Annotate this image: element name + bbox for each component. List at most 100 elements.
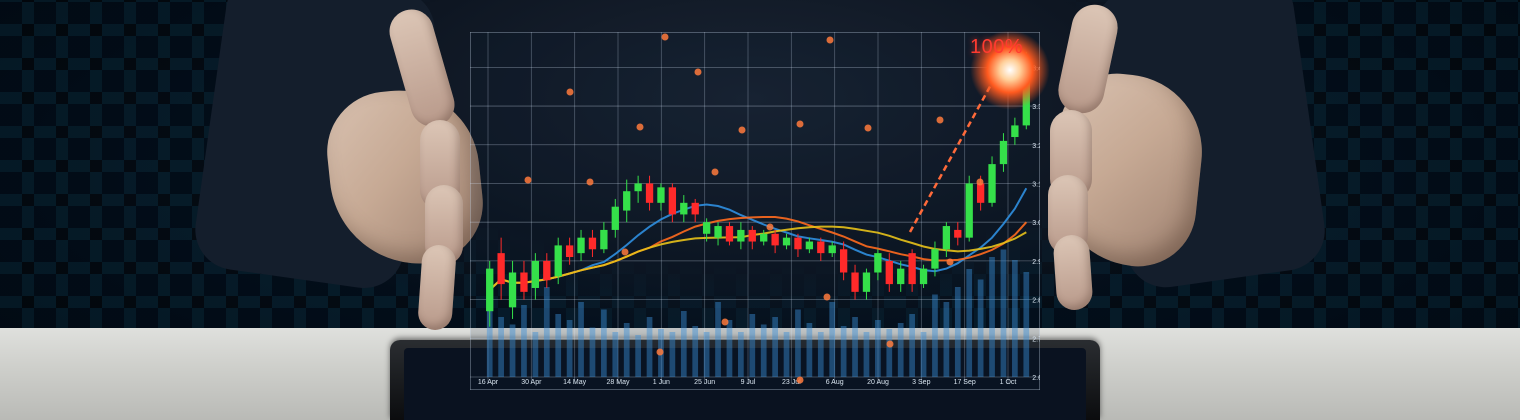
volume-bar — [532, 332, 539, 377]
candle-up — [874, 253, 882, 273]
candle-up — [931, 249, 939, 269]
volume-bar — [521, 305, 527, 377]
candle-up — [919, 268, 928, 285]
glow-burst — [970, 30, 1050, 110]
volume-bar — [783, 332, 790, 377]
volume-bar — [635, 335, 641, 377]
candle-down — [908, 253, 916, 285]
volume-bar — [680, 311, 687, 377]
bokeh-spark — [826, 36, 834, 44]
volume-bar — [509, 324, 516, 377]
volume-bar — [498, 317, 504, 377]
bokeh-spark — [636, 123, 644, 131]
bokeh-spark — [566, 88, 574, 96]
chart-frame — [470, 32, 1040, 390]
bokeh-spark — [621, 248, 629, 256]
bokeh-spark — [976, 178, 984, 186]
volume-bar — [566, 320, 573, 377]
candle-up — [531, 260, 540, 288]
candle-down — [885, 260, 893, 285]
candle-down — [565, 245, 574, 258]
volume-bar — [578, 302, 584, 377]
right-axis-tick-label: 2.8 — [1032, 298, 1040, 305]
right-axis-tick-label: 2.6 — [1032, 375, 1040, 382]
candle-down — [645, 183, 654, 203]
volume-bar — [806, 323, 813, 377]
candle-down — [954, 229, 962, 238]
volume-bar — [760, 324, 767, 377]
candle-down — [691, 202, 699, 215]
volume-bar — [920, 332, 927, 377]
volume-bar — [863, 332, 870, 377]
candle-up — [623, 191, 631, 211]
candle-up — [760, 233, 768, 242]
candle-up — [508, 272, 517, 308]
candle-up — [862, 272, 871, 292]
volume-bar — [623, 323, 630, 377]
candle-down — [668, 187, 677, 215]
percent-callout: 100% — [970, 36, 1024, 58]
bokeh-spark — [946, 258, 954, 266]
right-axis-tick-label: 3.3 — [1032, 104, 1040, 111]
volume-bar — [829, 302, 836, 377]
ma-line-yellow — [489, 225, 1027, 291]
right-axis-tick-label: 3.0 — [1032, 220, 1040, 227]
bokeh-spark — [694, 68, 702, 76]
volume-bar — [817, 332, 824, 377]
candle-up — [714, 226, 722, 238]
left-finger-3 — [417, 243, 457, 332]
candle-down — [817, 241, 825, 254]
tablet-screen — [404, 348, 1086, 420]
volume-bar — [601, 309, 607, 377]
right-axis-tick-label: 3.2 — [1032, 143, 1040, 150]
bokeh-spark — [661, 33, 669, 41]
candle-up — [737, 229, 745, 242]
volume-bar — [612, 332, 619, 377]
candle-down — [851, 272, 859, 292]
candle-up — [942, 226, 951, 250]
volume-bar — [989, 257, 995, 377]
candle-up — [634, 183, 642, 192]
bokeh-spark — [936, 116, 944, 124]
x-axis-tick-label: 23 Jul — [782, 379, 801, 386]
candle-up — [999, 140, 1008, 165]
right-axis-tick-label: 3.1 — [1032, 181, 1040, 188]
bokeh-spark — [711, 168, 719, 176]
volume-bar — [954, 287, 961, 377]
candle-up — [965, 183, 973, 238]
bokeh-spark — [864, 124, 872, 132]
right-axis-tick-label: 2.7 — [1032, 336, 1040, 343]
volume-bar — [715, 302, 721, 377]
volume-bar — [909, 314, 915, 377]
candle-down — [725, 226, 734, 242]
x-axis-tick-label: 16 Apr — [478, 379, 499, 386]
x-axis-tick-label: 20 Aug — [867, 379, 889, 386]
bokeh-spark — [738, 126, 746, 134]
candle-up — [554, 245, 562, 277]
candle-up — [988, 164, 996, 203]
bokeh-spark — [796, 120, 804, 128]
candle-up — [897, 268, 905, 285]
candle-up — [486, 268, 494, 312]
x-axis-tick-label: 28 May — [607, 379, 630, 386]
right-axis-tick-label: 2.9 — [1032, 259, 1040, 266]
volume-bar — [966, 269, 973, 377]
volume-bar — [977, 279, 984, 377]
bokeh-spark — [656, 348, 664, 356]
volume-bar — [852, 317, 858, 377]
x-axis-tick-label: 14 May — [563, 379, 586, 386]
candle-down — [794, 237, 802, 250]
tablet-device — [390, 340, 1100, 420]
bokeh-spark — [796, 376, 804, 384]
x-axis-tick-label: 25 Jun — [694, 379, 715, 386]
right-finger-3 — [1052, 233, 1094, 312]
volume-bar — [795, 309, 801, 377]
candle-down — [520, 272, 528, 292]
candle-up — [577, 237, 585, 254]
candle-down — [588, 237, 597, 250]
candle-up — [600, 229, 608, 250]
volume-bar — [772, 317, 778, 377]
x-axis-tick-label: 1 Jun — [653, 379, 670, 386]
volume-bar — [589, 327, 596, 377]
